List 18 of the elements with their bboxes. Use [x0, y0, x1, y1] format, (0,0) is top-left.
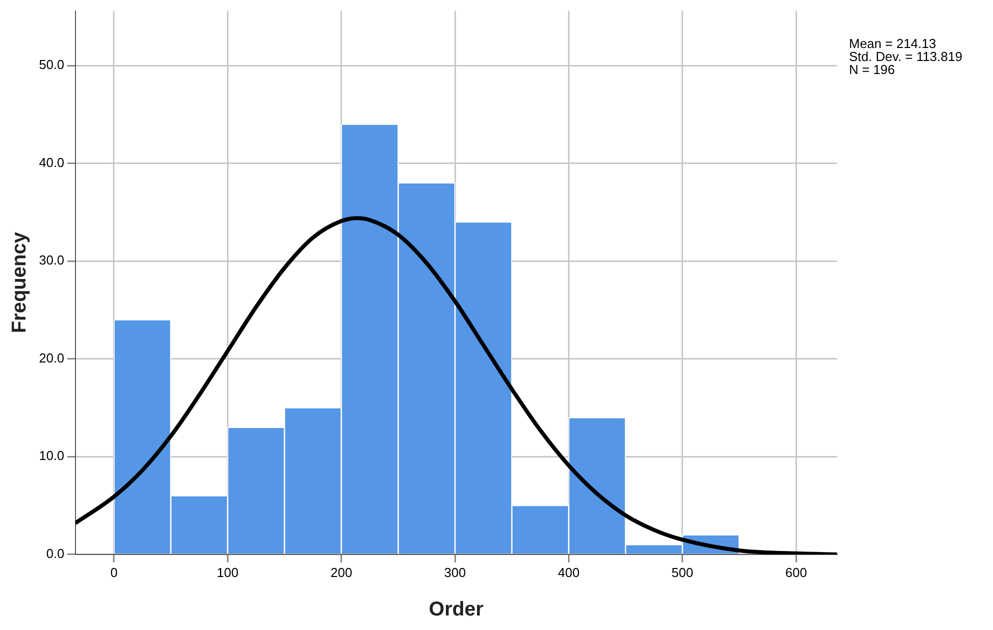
y-tick-label: 10.0	[38, 448, 64, 464]
x-tick-label: 500	[672, 564, 694, 580]
x-tick-label: 400	[558, 564, 580, 580]
text: N = 196	[849, 62, 895, 78]
x-axis-title: Order	[428, 598, 484, 621]
text: Mean = 214.13	[849, 36, 936, 52]
x-tick-label: 300	[444, 564, 466, 580]
y-tick-label: 30.0	[38, 252, 64, 268]
y-tick-label: 20.0	[38, 350, 64, 366]
x-tick-label: 100	[216, 564, 238, 580]
text: Std. Dev. = 113.819	[849, 49, 962, 64]
y-axis-title: Frequency	[8, 231, 31, 334]
x-tick-label: 0	[110, 564, 118, 580]
x-tick-label: 200	[330, 564, 352, 580]
y-tick-label: 50.0	[38, 57, 64, 72]
x-tick-label: 600	[785, 564, 807, 580]
y-tick-label: 0.0	[46, 546, 64, 561]
y-tick-label: 40.0	[38, 154, 64, 170]
